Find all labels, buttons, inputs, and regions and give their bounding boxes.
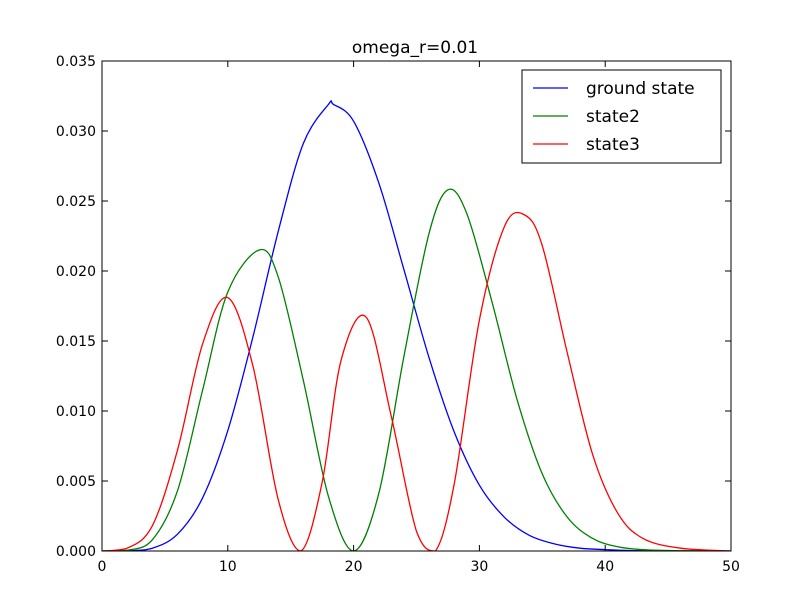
series-line-3 <box>102 211 731 551</box>
y-tick-label: 0.000 <box>56 544 96 560</box>
legend-label-1: ground state <box>586 79 695 99</box>
y-tick-label: 0.025 <box>56 194 96 210</box>
y-tick-label: 0.035 <box>56 54 96 70</box>
y-axis: 0.000 0.005 0.010 0.015 0.020 0.025 0.030 0.035 <box>56 54 731 560</box>
legend-label-2: state2 <box>586 107 640 127</box>
series-line-2 <box>102 188 731 551</box>
x-axis: 0 10 20 30 40 50 <box>98 61 740 575</box>
x-tick-label: 10 <box>219 559 237 575</box>
series-layer <box>102 100 731 551</box>
x-tick-label: 0 <box>98 559 107 575</box>
chart-title: omega_r=0.01 <box>352 38 478 58</box>
y-tick-label: 0.005 <box>56 474 96 490</box>
x-tick-label: 50 <box>722 559 740 575</box>
series-line-1 <box>102 100 731 551</box>
plot-frame <box>101 60 732 552</box>
x-tick-label: 20 <box>345 559 363 575</box>
y-tick-label: 0.010 <box>56 404 96 420</box>
y-tick-label: 0.030 <box>56 124 96 140</box>
legend: ground state state2 state3 <box>521 69 722 164</box>
legend-label-3: state3 <box>586 135 640 155</box>
x-tick-label: 40 <box>596 559 614 575</box>
x-tick-label: 30 <box>470 559 488 575</box>
y-tick-label: 0.020 <box>56 264 96 280</box>
y-tick-label: 0.015 <box>56 334 96 350</box>
